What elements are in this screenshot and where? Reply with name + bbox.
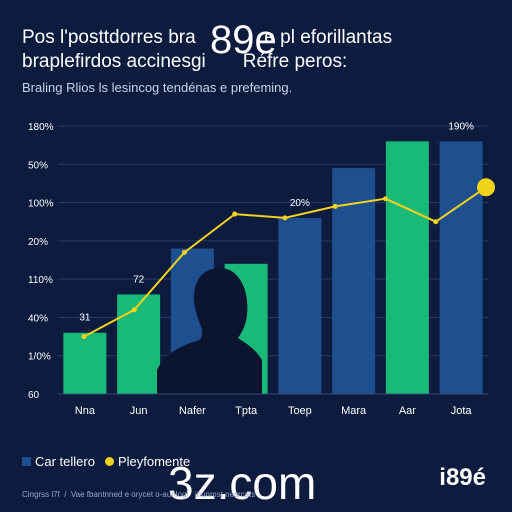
bar-aar	[385, 141, 429, 394]
legend-label-bars: Car tellero	[35, 454, 95, 469]
y-axis: 60 1/0% 40% 110% 20% 100% 50% 180%	[28, 122, 54, 401]
legend-item-line: Pleyfomente	[104, 454, 191, 469]
bar-nna	[63, 332, 107, 394]
bar-toep	[278, 217, 322, 394]
y-tick-label: 180%	[28, 122, 54, 133]
y-tick-label: 110%	[28, 275, 53, 286]
x-tick-label: Nafer	[179, 405, 206, 417]
brand-logo: i89é	[439, 464, 486, 491]
person-silhouette	[157, 268, 262, 395]
line-point	[131, 307, 137, 313]
data-label: 190%	[448, 121, 474, 132]
watermark: 3z.com	[168, 457, 317, 509]
y-tick-label: 40%	[28, 313, 48, 324]
line-point	[332, 203, 338, 209]
line-point	[477, 178, 495, 197]
legend-item-bars: Car tellero	[22, 454, 95, 469]
y-tick-label: 20%	[28, 237, 48, 248]
x-tick-label: Mara	[341, 405, 367, 417]
data-label: 72	[133, 274, 145, 285]
footnote: Cingrss l7f / Vae fbantnned e orycet o-a…	[22, 490, 256, 499]
line-point	[81, 334, 87, 340]
line-series	[81, 178, 495, 340]
line-point	[433, 219, 439, 225]
legend: Car tellero Pleyfomente	[22, 454, 190, 469]
line-point	[232, 211, 238, 217]
legend-swatch-bars	[22, 457, 31, 466]
x-tick-label: Jota	[451, 405, 473, 417]
x-axis: Nna Jun Nafer Tpta Toep Mara Aar Jota	[58, 393, 488, 417]
x-tick-label: Tpta	[235, 405, 258, 417]
x-tick-label: Toep	[288, 405, 312, 417]
chart-title: Pos l'posttdorres bra e pl eforillantas …	[22, 27, 393, 72]
bar-jota	[439, 141, 483, 394]
data-labels: 31 72 20% 190%	[79, 121, 474, 323]
y-tick-label: 50%	[28, 160, 48, 171]
bar-jun	[117, 294, 161, 394]
overlay-text: 89e	[210, 18, 277, 62]
line-point	[182, 249, 187, 255]
line-point	[282, 215, 288, 221]
y-tick-label: 100%	[28, 199, 54, 210]
line-point	[383, 196, 388, 202]
data-label: 20%	[290, 198, 310, 209]
legend-label-line: Pleyfomente	[117, 454, 191, 469]
x-tick-label: Aar	[399, 405, 416, 417]
y-tick-label: 60	[28, 390, 40, 401]
data-label: 31	[79, 313, 91, 324]
x-tick-label: Nna	[75, 405, 96, 417]
x-tick-label: Jun	[130, 405, 148, 417]
chart-subtitle: Braling Rlios ls lesincog tendénas e pre…	[22, 80, 293, 95]
y-tick-label: 1/0%	[28, 352, 51, 363]
legend-swatch-line	[104, 457, 114, 466]
